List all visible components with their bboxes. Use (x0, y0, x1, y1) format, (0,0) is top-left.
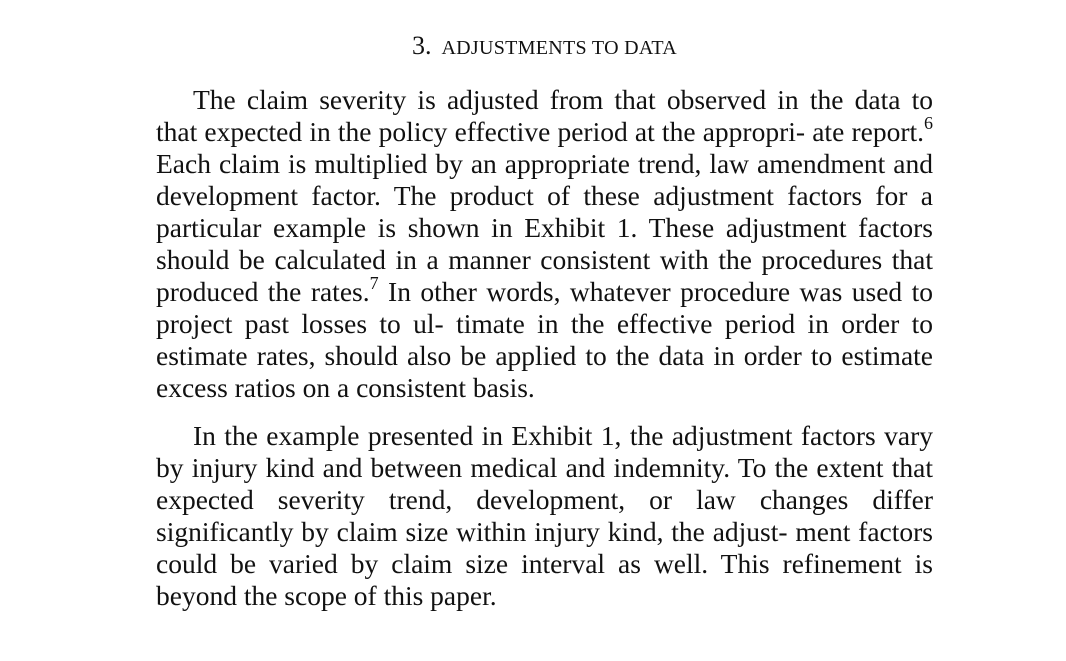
body-paragraph-2: In the example presented in Exhibit 1, t… (156, 420, 933, 612)
paragraph-1-text-b: Each claim is multiplied by an appropria… (156, 148, 933, 307)
section-heading: 3. ADJUSTMENTS TO DATA (156, 30, 933, 64)
body-paragraph-1: The claim severity is adjusted from that… (156, 84, 933, 404)
paper-page: 3. ADJUSTMENTS TO DATA The claim severity… (156, 0, 933, 612)
paragraph-1-text-c: In other words, whatever procedure was u… (156, 276, 934, 403)
paragraph-1-text-a: The claim severity is adjusted from that… (156, 84, 933, 147)
section-title: ADJUSTMENTS TO DATA (441, 37, 678, 59)
footnote-marker-6: 6 (924, 113, 933, 133)
paragraph-2-text: In the example presented in Exhibit 1, t… (156, 420, 933, 611)
section-number: 3. (411, 31, 432, 60)
footnote-marker-7: 7 (369, 273, 379, 293)
